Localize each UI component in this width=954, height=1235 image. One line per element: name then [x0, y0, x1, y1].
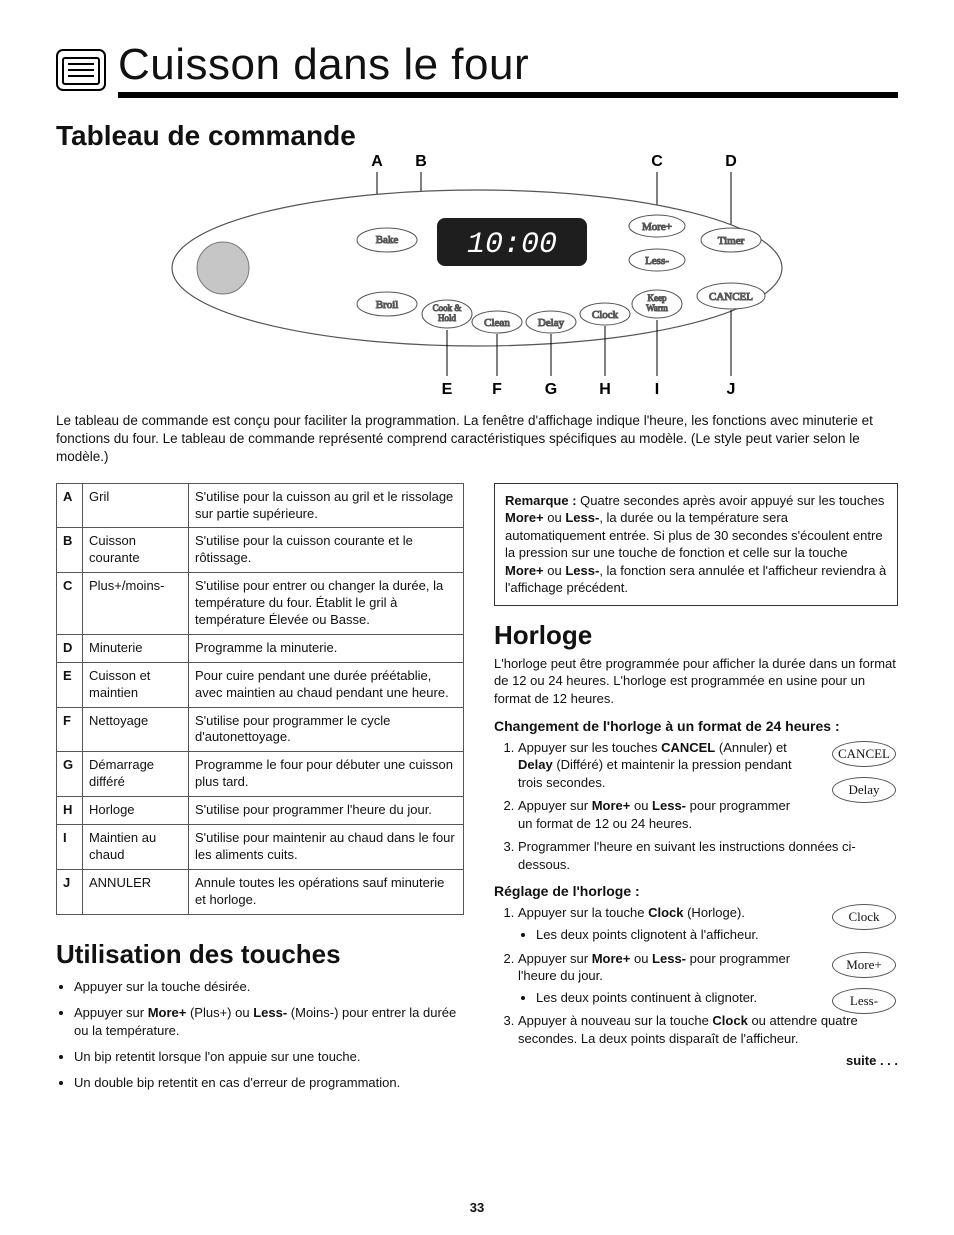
btn-timer: Timer: [718, 235, 745, 247]
row-desc: S'utilise pour la cuisson courante et le…: [189, 528, 464, 573]
pill-group-1: CANCEL Delay: [832, 741, 896, 803]
control-panel-diagram: A B C D 10:00 Bake Broil Cook & Hold Cle…: [56, 148, 898, 404]
util-item-3: Un bip retentit lorsque l'on appuie sur …: [74, 1048, 464, 1066]
row-key: A: [57, 483, 83, 528]
btn-broil: Broil: [376, 299, 399, 311]
pill-clock: Clock: [832, 904, 896, 930]
row-label: Nettoyage: [83, 707, 189, 752]
row-label: Démarrage différé: [83, 752, 189, 797]
intro-paragraph: Le tableau de commande est conçu pour fa…: [56, 412, 898, 467]
util-item-4: Un double bip retentit en cas d'erreur d…: [74, 1074, 464, 1092]
row-key: F: [57, 707, 83, 752]
btn-clean: Clean: [484, 317, 510, 329]
page-title-row: Cuisson dans le four: [56, 40, 898, 98]
table-row: JANNULERAnnule toutes les opérations sau…: [57, 869, 464, 914]
step-reg-3: Appuyer à nouveau sur la touche Clock ou…: [518, 1012, 898, 1047]
row-desc: S'utilise pour programmer l'heure du jou…: [189, 797, 464, 825]
oven-icon: [56, 44, 106, 94]
row-label: Gril: [83, 483, 189, 528]
row-label: Maintien au chaud: [83, 825, 189, 870]
table-row: BCuisson couranteS'utilise pour la cuiss…: [57, 528, 464, 573]
row-key: E: [57, 662, 83, 707]
section-heading-utilisation: Utilisation des touches: [56, 939, 464, 970]
btn-more: More+: [642, 221, 672, 233]
row-label: Cuisson courante: [83, 528, 189, 573]
row-key: H: [57, 797, 83, 825]
label-H: H: [599, 381, 611, 398]
btn-bake: Bake: [376, 234, 399, 246]
table-row: AGrilS'utilise pour la cuisson au gril e…: [57, 483, 464, 528]
row-label: Horloge: [83, 797, 189, 825]
row-desc: S'utilise pour programmer le cycle d'aut…: [189, 707, 464, 752]
table-row: FNettoyageS'utilise pour programmer le c…: [57, 707, 464, 752]
label-F: F: [492, 381, 502, 398]
label-C: C: [651, 153, 663, 170]
btn-keep1: Keep: [648, 293, 667, 303]
row-key: C: [57, 573, 83, 635]
btn-cookhold-1: Cook &: [433, 303, 462, 313]
label-J: J: [727, 381, 736, 398]
row-desc: S'utilise pour maintenir au chaud dans l…: [189, 825, 464, 870]
row-key: I: [57, 825, 83, 870]
pill-more: More+: [832, 952, 896, 978]
label-B: B: [415, 153, 427, 170]
pill-cancel: CANCEL: [832, 741, 896, 767]
table-row: IMaintien au chaudS'utilise pour mainten…: [57, 825, 464, 870]
btn-cancel: CANCEL: [709, 291, 753, 303]
btn-less: Less-: [645, 255, 669, 267]
label-E: E: [442, 381, 453, 398]
label-G: G: [545, 381, 557, 398]
table-row: CPlus+/moins-S'utilise pour entrer ou ch…: [57, 573, 464, 635]
row-label: Cuisson et maintien: [83, 662, 189, 707]
util-item-2: Appuyer sur More+ (Plus+) ou Less- (Moin…: [74, 1004, 464, 1040]
label-D: D: [725, 153, 737, 170]
row-label: Minuterie: [83, 634, 189, 662]
row-key: J: [57, 869, 83, 914]
command-table: AGrilS'utilise pour la cuisson au gril e…: [56, 483, 464, 915]
row-label: ANNULER: [83, 869, 189, 914]
pill-group-2: Clock More+ Less-: [832, 904, 896, 1014]
row-desc: Pour cuire pendant une durée préétablie,…: [189, 662, 464, 707]
utilisation-list: Appuyer sur la touche désirée. Appuyer s…: [74, 978, 464, 1093]
row-key: D: [57, 634, 83, 662]
label-I: I: [655, 381, 659, 398]
table-row: GDémarrage différéProgramme le four pour…: [57, 752, 464, 797]
btn-cookhold-2: Hold: [438, 313, 457, 323]
row-desc: S'utilise pour la cuisson au gril et le …: [189, 483, 464, 528]
step-reg-2-sub: Les deux points continuent à clignoter.: [536, 989, 798, 1007]
row-desc: Programme le four pour débuter une cuiss…: [189, 752, 464, 797]
table-row: HHorlogeS'utilise pour programmer l'heur…: [57, 797, 464, 825]
subheading-24h: Changement de l'horloge à un format de 2…: [494, 718, 898, 734]
page-number: 33: [0, 1200, 954, 1215]
step-24h-3: Programmer l'heure en suivant les instru…: [518, 838, 898, 873]
btn-clock: Clock: [592, 309, 619, 321]
pill-delay: Delay: [832, 777, 896, 803]
table-row: ECuisson et maintienPour cuire pendant u…: [57, 662, 464, 707]
step-reg-1-sub: Les deux points clignotent à l'afficheur…: [536, 926, 798, 944]
horloge-intro: L'horloge peut être programmée pour affi…: [494, 655, 898, 708]
suite-label: suite . . .: [494, 1053, 898, 1068]
row-desc: Annule toutes les opérations sauf minute…: [189, 869, 464, 914]
row-key: B: [57, 528, 83, 573]
btn-keep2: Warm: [646, 303, 668, 313]
subheading-reglage: Réglage de l'horloge :: [494, 883, 898, 899]
pill-less: Less-: [832, 988, 896, 1014]
label-A: A: [371, 153, 383, 170]
section-heading-horloge: Horloge: [494, 620, 898, 651]
row-label: Plus+/moins-: [83, 573, 189, 635]
row-desc: S'utilise pour entrer ou changer la duré…: [189, 573, 464, 635]
util-item-1: Appuyer sur la touche désirée.: [74, 978, 464, 996]
btn-delay: Delay: [538, 317, 565, 329]
display-time: 10:00: [467, 228, 557, 262]
table-row: DMinuterieProgramme la minuterie.: [57, 634, 464, 662]
page-title: Cuisson dans le four: [118, 40, 898, 98]
row-key: G: [57, 752, 83, 797]
row-desc: Programme la minuterie.: [189, 634, 464, 662]
note-box: Remarque : Quatre secondes après avoir a…: [494, 483, 898, 606]
